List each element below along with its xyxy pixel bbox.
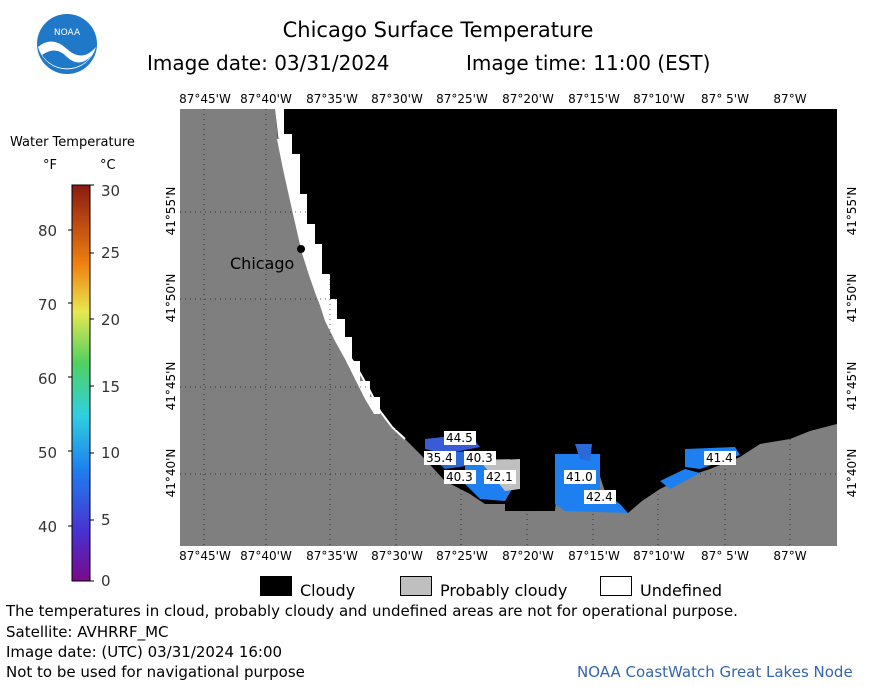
probably-cloudy-label: Probably cloudy: [440, 581, 568, 600]
satellite-label: Satellite: AVHRRF_MC: [6, 623, 169, 641]
shore-outline: [277, 138, 406, 440]
lon-label: 87°45'W: [179, 549, 231, 563]
chicago-marker: [297, 245, 305, 253]
city-label: Chicago: [230, 254, 294, 273]
temp-reading: 42.4: [586, 490, 613, 504]
lon-label: 87°30'W: [371, 92, 423, 106]
lat-label: 41°45'N: [164, 361, 178, 411]
lon-label: 87° 5'W: [701, 549, 749, 563]
c-tick: 15: [101, 378, 121, 396]
lat-label: 41°40'N: [845, 448, 859, 498]
lon-label: 87°35'W: [306, 549, 358, 563]
lon-label: 87°W: [773, 549, 807, 563]
f-tick: 70: [38, 296, 58, 314]
lat-label: 41°55'N: [845, 186, 859, 236]
temp-reading: 42.1: [486, 470, 513, 484]
utc-date: Image date: (UTC) 03/31/2024 16:00: [6, 643, 283, 661]
lon-label: 87°40'W: [240, 549, 292, 563]
temperature-readings: 44.5 35.4 40.3 40.3 42.1 41.0 42.4 41.4: [424, 431, 736, 504]
unit-celsius: °C: [100, 158, 116, 173]
lat-label: 41°50'N: [845, 273, 859, 323]
lat-label: 41°55'N: [164, 186, 178, 236]
lon-label: 87°25'W: [436, 549, 488, 563]
undefined-shore: [275, 109, 380, 414]
lat-label: 41°45'N: [845, 361, 859, 411]
f-tick: 40: [38, 518, 58, 536]
disclaimer: The temperatures in cloud, probably clou…: [6, 602, 738, 620]
cloudy-swatch: [260, 576, 292, 596]
image-date-label: Image date: 03/31/2024: [147, 51, 390, 75]
lat-label: 41°40'N: [164, 448, 178, 498]
page-title: Chicago Surface Temperature: [282, 18, 594, 42]
lon-label: 87°15'W: [568, 549, 620, 563]
temp-reading: 35.4: [426, 451, 453, 465]
lon-label: 87°40'W: [240, 92, 292, 106]
probably-cloudy-swatch: [400, 576, 432, 596]
temp-reading: 41.4: [706, 451, 733, 465]
logo-text: NOAA: [54, 28, 81, 38]
temp-reading: 41.0: [566, 470, 593, 484]
undefined-label: Undefined: [640, 581, 723, 600]
f-tick: 50: [38, 444, 58, 462]
temperature-map: Chicago 44.5 35.4 40.3 40.3 42.1 41.0 42…: [180, 109, 837, 546]
temp-reading: 40.3: [466, 451, 493, 465]
lon-label: 87°45'W: [179, 92, 231, 106]
lon-label: 87°20'W: [502, 92, 554, 106]
lake-cloudy-area: [275, 109, 837, 513]
undefined-swatch: [600, 576, 632, 596]
c-tick: 30: [101, 182, 121, 200]
lon-label: 87°35'W: [306, 92, 358, 106]
lon-label: 87°10'W: [633, 92, 685, 106]
legend-title: Water Temperature: [10, 135, 135, 150]
color-scale-bar: [68, 184, 94, 582]
temp-reading: 44.5: [446, 431, 473, 445]
c-tick: 10: [101, 444, 121, 462]
lon-label: 87°25'W: [436, 92, 488, 106]
image-time-label: Image time: 11:00 (EST): [466, 51, 711, 75]
cloudy-label: Cloudy: [300, 581, 356, 600]
c-tick: 0: [101, 572, 111, 590]
credit: NOAA CoastWatch Great Lakes Node: [577, 663, 853, 681]
lon-label: 87°15'W: [568, 92, 620, 106]
lat-label: 41°50'N: [164, 273, 178, 323]
lon-label: 87°10'W: [633, 549, 685, 563]
nav-warning: Not to be used for navigational purpose: [6, 663, 305, 681]
unit-fahrenheit: °F: [43, 158, 57, 173]
c-tick: 20: [101, 311, 121, 329]
lon-label: 87° 5'W: [701, 92, 749, 106]
temp-reading: 40.3: [446, 470, 473, 484]
c-tick: 25: [101, 244, 121, 262]
noaa-logo: NOAA: [37, 14, 97, 74]
c-tick: 5: [101, 511, 111, 529]
lon-label: 87°30'W: [371, 549, 423, 563]
f-tick: 80: [38, 222, 58, 240]
f-tick: 60: [38, 370, 58, 388]
lon-label: 87°W: [773, 92, 807, 106]
lon-label: 87°20'W: [502, 549, 554, 563]
